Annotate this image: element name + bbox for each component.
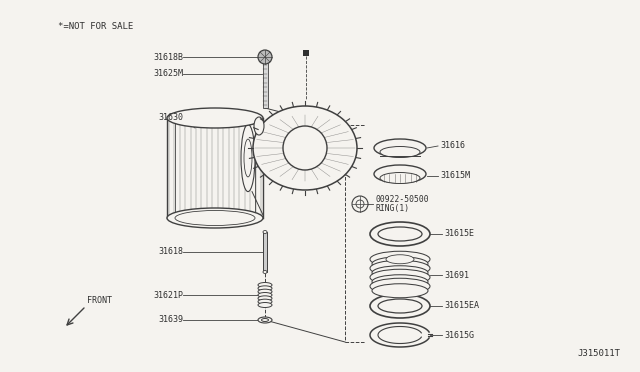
Ellipse shape xyxy=(380,147,420,157)
Text: 00922-50500: 00922-50500 xyxy=(375,196,429,205)
Ellipse shape xyxy=(258,299,272,304)
Text: 31639: 31639 xyxy=(158,315,183,324)
Ellipse shape xyxy=(258,282,272,288)
Text: 31616: 31616 xyxy=(440,141,465,151)
Ellipse shape xyxy=(370,222,430,246)
Ellipse shape xyxy=(258,289,272,294)
Ellipse shape xyxy=(244,139,252,177)
Ellipse shape xyxy=(167,108,263,128)
Ellipse shape xyxy=(378,299,422,313)
Ellipse shape xyxy=(258,317,272,323)
Circle shape xyxy=(352,196,368,212)
Text: 31618: 31618 xyxy=(158,247,183,257)
Ellipse shape xyxy=(258,286,272,291)
Text: 31615G: 31615G xyxy=(444,330,474,340)
Ellipse shape xyxy=(370,269,430,285)
Ellipse shape xyxy=(263,270,267,273)
Text: FRONT: FRONT xyxy=(87,296,112,305)
Circle shape xyxy=(356,200,364,208)
Ellipse shape xyxy=(378,227,422,241)
Ellipse shape xyxy=(386,255,414,264)
Ellipse shape xyxy=(258,296,272,301)
Ellipse shape xyxy=(380,173,420,183)
Ellipse shape xyxy=(372,266,428,280)
Ellipse shape xyxy=(262,318,269,321)
Ellipse shape xyxy=(374,139,426,157)
Bar xyxy=(303,50,309,56)
Ellipse shape xyxy=(175,211,255,225)
Ellipse shape xyxy=(372,257,428,271)
Ellipse shape xyxy=(241,124,255,192)
Ellipse shape xyxy=(258,292,272,298)
Ellipse shape xyxy=(370,294,430,318)
Ellipse shape xyxy=(370,278,430,294)
Text: 31630: 31630 xyxy=(158,113,183,122)
Ellipse shape xyxy=(254,117,264,135)
Text: 31625M: 31625M xyxy=(153,70,183,78)
Ellipse shape xyxy=(372,275,428,289)
Text: RING(1): RING(1) xyxy=(375,205,409,214)
Circle shape xyxy=(258,50,272,64)
Bar xyxy=(263,232,267,272)
Ellipse shape xyxy=(370,260,430,276)
Ellipse shape xyxy=(167,208,263,228)
Bar xyxy=(263,62,268,108)
Ellipse shape xyxy=(372,284,428,298)
Text: 31621P: 31621P xyxy=(153,291,183,299)
Ellipse shape xyxy=(258,302,272,308)
Ellipse shape xyxy=(253,106,357,190)
Text: 31618B: 31618B xyxy=(153,52,183,61)
Ellipse shape xyxy=(374,165,426,183)
Text: *=NOT FOR SALE: *=NOT FOR SALE xyxy=(58,22,133,31)
Ellipse shape xyxy=(263,231,267,234)
Text: 31615EA: 31615EA xyxy=(444,301,479,311)
Text: J315011T: J315011T xyxy=(577,349,620,358)
Ellipse shape xyxy=(370,251,430,267)
Text: 31615M: 31615M xyxy=(440,171,470,180)
Ellipse shape xyxy=(283,126,327,170)
Text: 31691: 31691 xyxy=(444,270,469,279)
Text: 31615E: 31615E xyxy=(444,230,474,238)
